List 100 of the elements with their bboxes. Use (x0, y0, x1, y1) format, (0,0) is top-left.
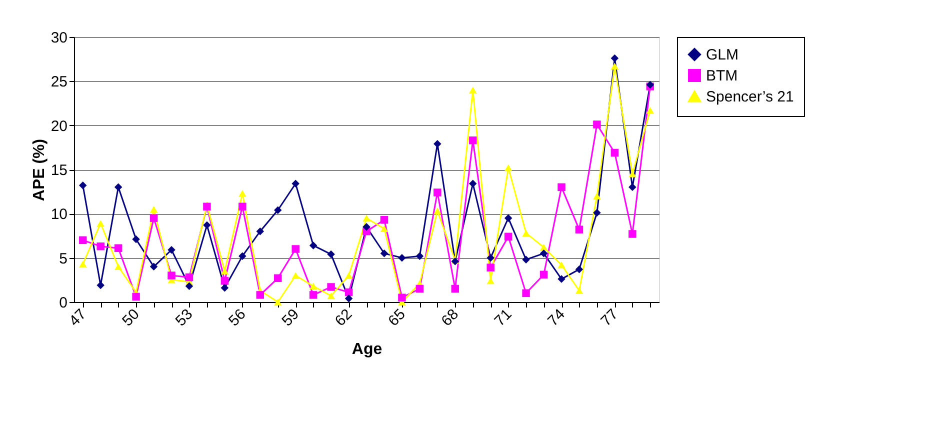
point (96, 242, 104, 250)
point (380, 216, 388, 224)
point (434, 208, 442, 214)
point (468, 136, 477, 144)
point (309, 242, 318, 250)
point (220, 276, 229, 285)
point (256, 291, 264, 299)
point (593, 120, 601, 128)
point (132, 292, 140, 301)
point (96, 220, 104, 227)
point (238, 190, 246, 197)
point (522, 289, 530, 298)
point (416, 284, 424, 293)
point (610, 54, 619, 62)
y-tick-label: 30 (50, 30, 68, 46)
point (274, 298, 282, 306)
legend-label: GLM (706, 46, 739, 64)
point (292, 245, 300, 253)
point (504, 214, 512, 222)
x-axis-title: Age (352, 340, 382, 358)
point (522, 256, 530, 264)
point (114, 244, 122, 252)
y-tick-label: 5 (59, 250, 68, 268)
point (434, 140, 442, 148)
point (398, 254, 406, 262)
y-tick-label: 0 (59, 294, 68, 312)
point (150, 262, 158, 271)
point (114, 183, 122, 192)
legend-label: Spencer’s 21 (706, 88, 794, 106)
point (646, 106, 654, 114)
point (274, 274, 282, 282)
y-tick-label: 10 (50, 206, 68, 224)
point (522, 230, 530, 236)
point (628, 183, 636, 192)
y-tick-label: 20 (50, 118, 68, 135)
point (96, 281, 104, 290)
y-tick-label: 25 (50, 74, 68, 91)
point (292, 180, 300, 188)
point (362, 214, 370, 222)
point (362, 223, 370, 231)
point (558, 262, 566, 268)
point (610, 62, 619, 70)
point (150, 206, 158, 213)
point (540, 270, 548, 278)
y-axis-title: APE (%) (30, 138, 48, 202)
point (540, 244, 548, 251)
point (540, 250, 548, 258)
point (575, 226, 584, 234)
x-tick-label: 59 (278, 306, 302, 330)
x-tick-label: 74 (544, 306, 568, 330)
point (434, 188, 442, 196)
point (380, 250, 388, 258)
point (468, 86, 477, 94)
x-tick-label: 65 (385, 306, 409, 330)
point (451, 284, 460, 293)
legend-label: BTM (706, 68, 738, 84)
point (292, 272, 300, 279)
point (398, 294, 406, 302)
x-tick-label: 71 (491, 306, 516, 330)
point (593, 192, 601, 200)
point (309, 291, 318, 299)
point (593, 208, 601, 217)
point (610, 148, 619, 157)
point (150, 214, 158, 222)
point (220, 268, 229, 274)
point (504, 232, 512, 241)
x-tick-label: 50 (119, 306, 143, 330)
point (575, 287, 584, 294)
point (628, 230, 636, 238)
point (256, 227, 264, 236)
point (344, 272, 353, 279)
y-tick-label: 15 (50, 162, 68, 179)
x-tick-label: 53 (172, 306, 196, 330)
point (344, 288, 353, 296)
x-tick-label: 77 (598, 306, 622, 330)
point (344, 294, 353, 302)
point (168, 272, 176, 280)
point (309, 282, 318, 290)
point (327, 283, 335, 291)
point (327, 292, 335, 300)
point (78, 260, 87, 268)
point (558, 275, 566, 283)
point (114, 263, 122, 270)
point (327, 250, 335, 258)
point (238, 252, 246, 260)
point (203, 221, 211, 230)
point (78, 182, 87, 190)
point (416, 252, 424, 260)
point (468, 180, 477, 188)
x-tick-label: 68 (438, 306, 462, 330)
point (238, 202, 246, 210)
point (380, 225, 388, 232)
point (486, 264, 494, 272)
point (185, 282, 194, 290)
point (78, 236, 87, 244)
point (274, 206, 282, 214)
point (486, 254, 494, 262)
point (575, 265, 584, 274)
point (168, 246, 176, 254)
x-tick-label: 56 (225, 306, 250, 330)
